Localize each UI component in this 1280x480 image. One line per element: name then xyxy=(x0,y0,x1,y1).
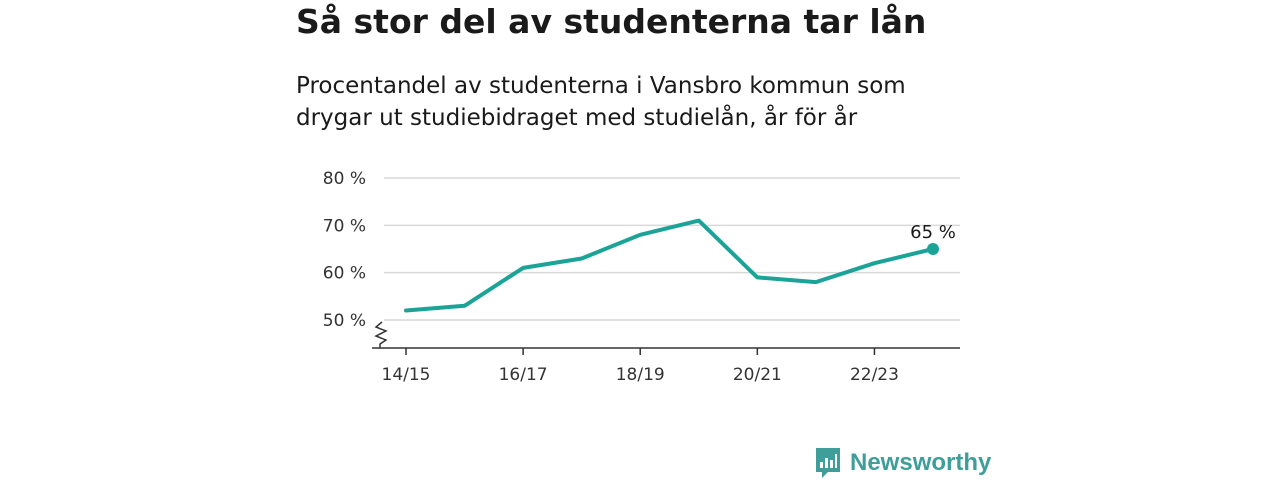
x-tick-label: 22/23 xyxy=(850,365,899,385)
x-axis-ticks: 14/15 16/17 18/19 20/21 22/23 xyxy=(382,348,899,385)
brand-name: Newsworthy xyxy=(850,449,992,476)
y-tick-label: 70 % xyxy=(323,216,366,236)
chart-subtitle: Procentandel av studenterna i Vansbro ko… xyxy=(296,70,996,134)
brand-logo: Newsworthy xyxy=(814,446,991,480)
y-tick-label: 80 % xyxy=(323,169,366,189)
x-tick-label: 14/15 xyxy=(382,365,431,385)
series-line xyxy=(404,218,935,313)
last-value-label: 65 % xyxy=(910,222,956,243)
grid-lines xyxy=(384,177,960,321)
line-chart: 50 % 60 % 70 % 80 % 14/15 16/17 18/19 20/21 22/… xyxy=(323,169,960,385)
x-tick-label: 16/17 xyxy=(499,365,548,385)
x-tick-label: 20/21 xyxy=(733,365,782,385)
subtitle-line-1: Procentandel av studenterna i Vansbro ko… xyxy=(296,73,906,99)
subtitle-line-2: drygar ut studiebidraget med studielån, … xyxy=(296,105,858,131)
chart-title: Så stor del av studenterna tar lån xyxy=(296,2,927,41)
x-tick-label: 18/19 xyxy=(616,365,665,385)
y-axis-break-icon xyxy=(374,321,388,348)
y-tick-label: 50 % xyxy=(323,311,366,331)
y-tick-label: 60 % xyxy=(323,264,366,284)
last-point-marker xyxy=(927,243,939,255)
series-group: 65 % xyxy=(404,218,956,313)
newsworthy-logo-icon xyxy=(816,448,840,478)
y-axis-ticks: 50 % 60 % 70 % 80 % xyxy=(323,169,366,331)
